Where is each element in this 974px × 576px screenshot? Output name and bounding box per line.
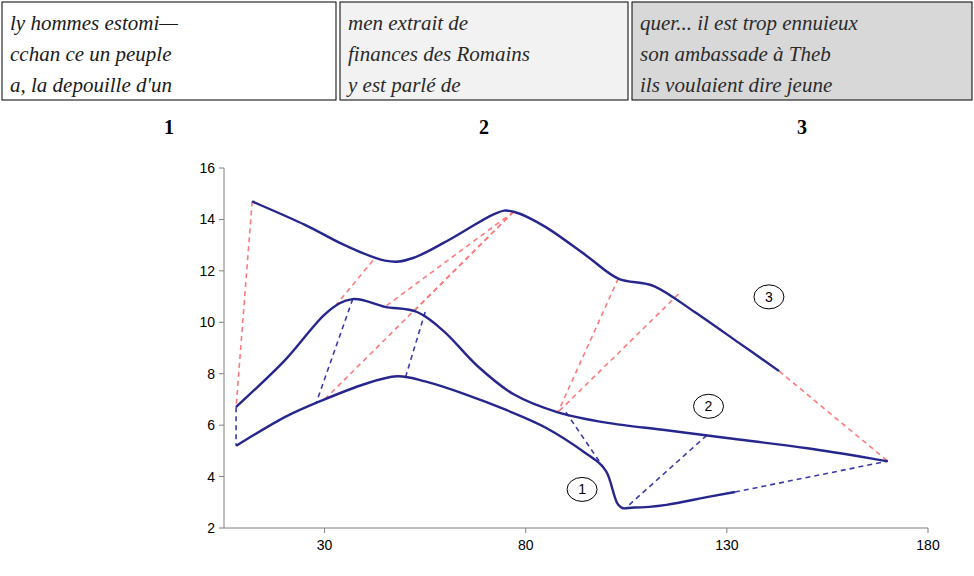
sample-panel: men extrait de finances des Romains y est … [340, 2, 628, 100]
axes: 2468101214163080130180 [199, 160, 939, 553]
sample-text: y est parlé de [346, 73, 461, 97]
y-tick-label: 8 [207, 366, 215, 382]
y-tick [219, 322, 224, 323]
alignment-line [325, 212, 514, 400]
figure: ly hommes estomi— cchan ce un peuple a, la… [0, 0, 974, 576]
sample-text: finances des Romains [348, 42, 530, 66]
alignment-line [385, 212, 514, 307]
sample-text: son ambassade à Theb [640, 42, 831, 66]
series-label-text: 1 [578, 481, 586, 497]
sample-label: 2 [479, 116, 489, 138]
y-tick [219, 528, 224, 529]
series-label-text: 2 [705, 398, 713, 414]
sample-text: ly hommes estomi— [10, 11, 178, 35]
y-tick [219, 425, 224, 426]
sample-text: quer... il est trop ennuieux [640, 11, 859, 35]
alignment-line [558, 294, 679, 412]
sample-text: ils voulaient dire jeune [640, 73, 832, 97]
sample-text: a, la depouille d'un [10, 73, 172, 97]
y-tick [219, 476, 224, 477]
x-tick [928, 528, 929, 533]
sample-panel: ly hommes estomi— cchan ce un peuple a, la… [2, 2, 336, 100]
series-label: 2 [694, 394, 724, 418]
series-label: 1 [567, 477, 597, 501]
sample-panel: quer... il est trop ennuieux son ambassad… [632, 2, 972, 100]
series-line [236, 299, 888, 461]
y-axis-line [224, 168, 225, 528]
series-label: 3 [754, 285, 784, 309]
series-line [252, 201, 779, 371]
y-tick [219, 373, 224, 374]
x-tick [726, 528, 727, 533]
x-tick-label: 30 [317, 537, 333, 553]
series-line [236, 376, 735, 508]
alignment-line [558, 279, 618, 413]
series-label-circle [754, 285, 784, 309]
x-tick-label: 80 [518, 537, 534, 553]
alignment-line [337, 261, 373, 305]
x-axis-line [224, 528, 928, 529]
sample-label: 3 [797, 116, 807, 138]
alignment-line [735, 461, 888, 492]
y-tick-label: 14 [199, 211, 215, 227]
sample-frame [632, 2, 972, 100]
alignment-line [235, 407, 237, 446]
alignment-line [626, 435, 706, 507]
y-tick [219, 270, 224, 271]
y-tick [219, 219, 224, 220]
x-tick-label: 130 [715, 537, 739, 553]
y-tick-label: 2 [207, 520, 215, 536]
y-tick-label: 6 [207, 417, 215, 433]
y-tick-label: 4 [207, 469, 215, 485]
plot-area [236, 201, 888, 508]
y-tick-label: 10 [199, 314, 215, 330]
sample-label: 1 [164, 116, 174, 138]
sample-text: men extrait de [348, 11, 468, 35]
x-tick-label: 180 [916, 537, 940, 553]
alignment-line [405, 312, 425, 379]
series-label-circle [567, 477, 597, 501]
sample-frame [340, 2, 628, 100]
y-tick [219, 168, 224, 169]
series-label-text: 3 [765, 289, 773, 305]
alignment-line [317, 299, 353, 402]
x-tick [324, 528, 325, 533]
sample-frame [2, 2, 336, 100]
sample-text: cchan ce un peuple [10, 42, 172, 66]
y-tick-label: 12 [199, 263, 215, 279]
x-tick [525, 528, 526, 533]
y-tick-label: 16 [199, 160, 215, 176]
alignment-line [236, 201, 252, 407]
alignment-line [413, 212, 514, 312]
series-label-circle [694, 394, 724, 418]
